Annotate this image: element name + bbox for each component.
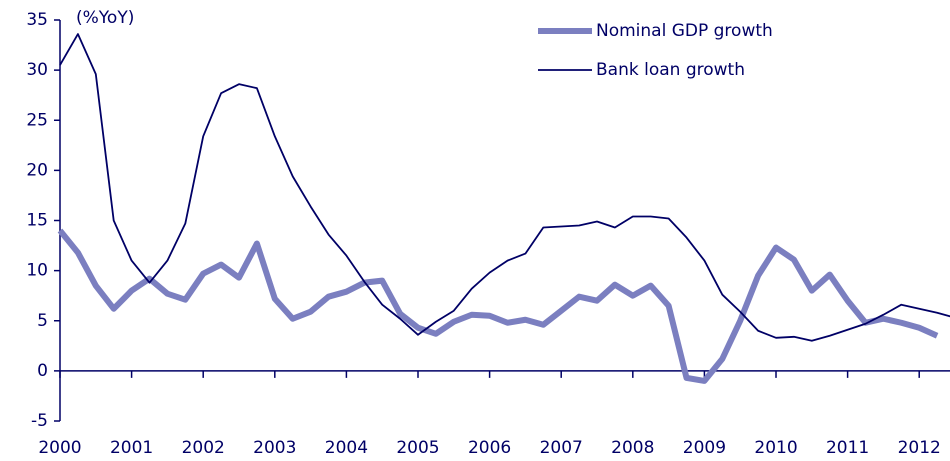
legend-label: Bank loan growth xyxy=(596,60,745,80)
y-tick-label: -5 xyxy=(31,411,48,431)
x-tick-label: 2003 xyxy=(253,438,296,458)
y-tick-label: 35 xyxy=(26,10,48,30)
x-tick-label: 2006 xyxy=(468,438,511,458)
series-line xyxy=(57,228,939,384)
x-tick-label: 2007 xyxy=(540,438,583,458)
x-tick-label: 2009 xyxy=(683,438,726,458)
annotation: (%YoY) xyxy=(76,8,134,28)
x-tick-label: 2012 xyxy=(898,438,941,458)
x-tick-label: 2000 xyxy=(38,438,81,458)
x-tick-label: 2011 xyxy=(826,438,869,458)
x-tick-label: 2008 xyxy=(611,438,654,458)
legend-label: Nominal GDP growth xyxy=(596,21,773,41)
y-tick-label: 25 xyxy=(26,110,48,130)
series-line xyxy=(59,33,950,342)
y-tick-label: 30 xyxy=(26,60,48,80)
x-tick-label: 2010 xyxy=(754,438,797,458)
y-tick-label: 20 xyxy=(26,160,48,180)
x-tick-label: 2001 xyxy=(110,438,153,458)
x-tick-label: 2005 xyxy=(396,438,439,458)
y-tick-label: 0 xyxy=(37,361,48,381)
y-tick-label: 5 xyxy=(37,311,48,331)
y-tick-label: 10 xyxy=(26,261,48,281)
x-tick-label: 2002 xyxy=(182,438,225,458)
y-tick-label: 15 xyxy=(26,211,48,231)
x-tick-label: 2004 xyxy=(325,438,368,458)
